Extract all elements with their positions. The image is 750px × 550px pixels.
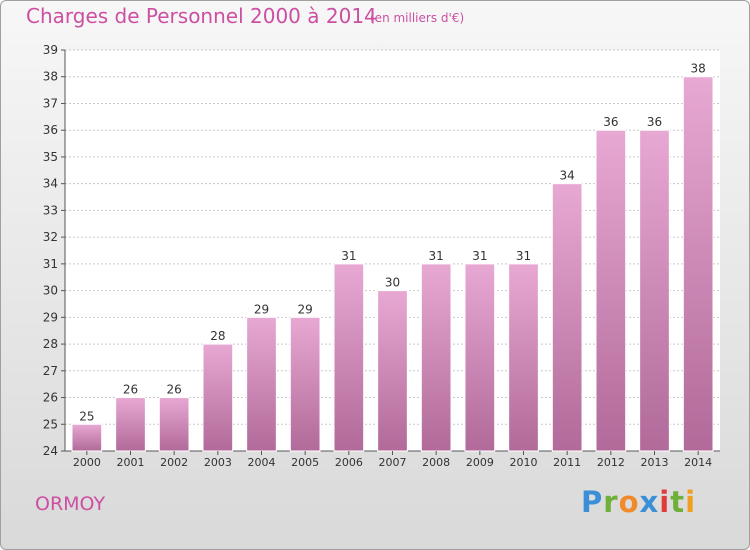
x-tick-label: 2003 (204, 456, 232, 469)
y-tick-label: 37 (43, 96, 58, 110)
brand-letter: i (685, 485, 697, 519)
x-tick-label: 2008 (422, 456, 450, 469)
data-label: 36 (603, 115, 618, 129)
x-tick-label: 2011 (553, 456, 581, 469)
bar (377, 290, 408, 452)
data-label: 29 (298, 302, 313, 316)
bar (464, 263, 496, 452)
data-label: 25 (79, 409, 94, 423)
y-tick-label: 36 (43, 123, 58, 137)
x-tick-label: 2004 (248, 456, 276, 469)
data-label: 34 (560, 169, 575, 183)
bar (551, 183, 583, 452)
x-tick-label: 2007 (379, 456, 407, 469)
x-tick-label: 2012 (597, 456, 625, 469)
data-label: 28 (210, 329, 225, 343)
chart-subtitle: (en milliers d'€) (370, 11, 465, 25)
data-label: 31 (341, 249, 356, 263)
x-tick-label: 2002 (160, 456, 188, 469)
y-tick-label: 31 (43, 257, 58, 271)
brand-letter: x (639, 485, 660, 519)
x-tick-label: 2005 (291, 456, 319, 469)
commune-name: ORMOY (35, 493, 106, 515)
data-label: 31 (472, 249, 487, 263)
data-label: 38 (691, 62, 706, 76)
x-tick-label: 2010 (510, 456, 538, 469)
brand-letter: P (581, 485, 604, 519)
x-tick-label: 2001 (117, 456, 145, 469)
x-tick-label: 2006 (335, 456, 363, 469)
y-tick-label: 33 (43, 203, 58, 217)
x-tick-label: 2000 (73, 456, 101, 469)
bar (420, 263, 452, 452)
brand-letter: t (670, 485, 686, 519)
y-tick-label: 34 (43, 177, 58, 191)
y-tick-label: 38 (43, 70, 58, 84)
x-tick-label: 2009 (466, 456, 494, 469)
bar (333, 263, 365, 452)
y-tick-label: 30 (43, 284, 58, 298)
bar (682, 76, 714, 452)
bar (71, 423, 103, 452)
data-label: 26 (123, 383, 138, 397)
y-tick-label: 24 (43, 444, 58, 458)
data-label: 30 (385, 276, 400, 290)
brand-letter: o (618, 485, 640, 519)
data-label: 36 (647, 115, 662, 129)
data-label: 31 (429, 249, 444, 263)
brand-letter: i (659, 485, 671, 519)
y-tick-label: 26 (43, 391, 58, 405)
y-tick-label: 35 (43, 150, 58, 164)
bar (639, 129, 670, 452)
bar (202, 343, 234, 452)
y-tick-label: 25 (43, 417, 58, 431)
x-tick-label: 2014 (684, 456, 712, 469)
y-tick-label: 27 (43, 364, 58, 378)
y-tick-label: 28 (43, 337, 58, 351)
data-label: 26 (167, 383, 182, 397)
brand-letter: r (603, 485, 619, 519)
bar (289, 316, 321, 452)
bar (508, 263, 539, 452)
bar (595, 129, 627, 452)
proxiti-logo: Proxiti (581, 485, 696, 519)
y-tick-label: 29 (43, 310, 58, 324)
y-tick-label: 32 (43, 230, 58, 244)
bar (115, 397, 146, 452)
bar (246, 316, 277, 452)
data-label: 29 (254, 302, 269, 316)
chart-title: Charges de Personnel 2000 à 2014 (26, 4, 377, 28)
y-tick-label: 39 (43, 43, 58, 57)
x-tick-label: 2013 (641, 456, 669, 469)
bar (158, 397, 190, 452)
data-label: 31 (516, 249, 531, 263)
